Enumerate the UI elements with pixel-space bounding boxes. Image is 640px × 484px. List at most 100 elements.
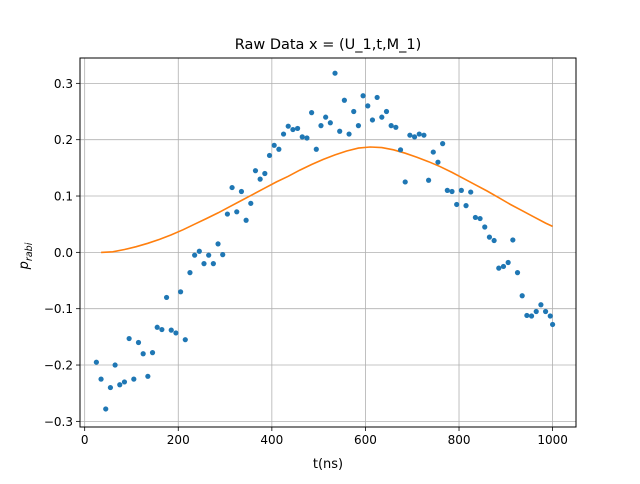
data-point <box>323 114 329 120</box>
data-point <box>238 188 245 195</box>
data-point <box>547 313 553 319</box>
data-point <box>505 259 511 266</box>
data-point <box>426 177 432 183</box>
data-point <box>93 359 99 365</box>
data-point <box>98 376 104 382</box>
data-point <box>145 373 151 379</box>
data-point <box>313 146 319 152</box>
data-point <box>435 159 441 165</box>
data-point <box>126 335 132 342</box>
data-point <box>159 326 165 333</box>
data-point <box>299 134 305 140</box>
y-tick-label: 0.1 <box>54 190 73 204</box>
data-point <box>112 362 118 368</box>
data-point <box>252 168 259 174</box>
data-point <box>538 302 544 308</box>
data-point <box>243 217 249 223</box>
data-point <box>257 176 263 182</box>
data-point <box>168 327 174 333</box>
data-point <box>290 126 296 133</box>
data-points-group <box>93 70 556 412</box>
data-point <box>103 406 109 412</box>
data-point <box>271 142 277 148</box>
fit-curve-group <box>101 146 553 254</box>
data-point <box>528 313 535 319</box>
data-point <box>341 97 347 103</box>
x-tick-label: 0 <box>81 433 89 447</box>
x-axis-ticks: 0 200 400 600 800 1000 <box>81 427 568 447</box>
data-point <box>154 324 160 330</box>
y-axis-label-base: p <box>17 261 32 270</box>
data-point <box>369 117 376 123</box>
data-point <box>463 203 469 209</box>
data-point <box>131 376 137 382</box>
data-point <box>229 184 235 191</box>
data-point <box>550 321 556 328</box>
data-point <box>163 294 170 301</box>
data-point <box>210 261 216 267</box>
data-point <box>276 146 282 152</box>
data-point <box>542 308 549 315</box>
data-point <box>365 103 371 109</box>
data-point <box>477 215 483 222</box>
data-point <box>220 252 226 258</box>
data-point <box>458 187 464 193</box>
data-point <box>285 123 291 129</box>
data-point <box>224 211 230 217</box>
data-point <box>337 128 343 134</box>
data-point <box>107 384 114 391</box>
data-point <box>248 200 254 206</box>
data-point <box>411 134 418 140</box>
data-point <box>500 263 507 270</box>
x-tick-label: 400 <box>260 433 283 447</box>
data-point <box>519 293 525 299</box>
data-point <box>332 70 338 76</box>
data-point <box>393 124 399 130</box>
data-point <box>421 132 427 138</box>
data-point <box>510 237 516 243</box>
data-point <box>407 132 413 138</box>
y-axis-ticks: −0.3 −0.2 −0.1 0.0 0.1 0.2 0.3 <box>44 77 80 429</box>
data-point <box>374 94 380 101</box>
data-point <box>266 152 273 159</box>
y-tick-label: −0.2 <box>44 359 73 373</box>
data-point <box>234 209 240 215</box>
grid-lines <box>80 58 576 427</box>
data-point <box>206 252 212 258</box>
data-point <box>454 201 460 208</box>
data-point <box>379 114 385 120</box>
chart-title: Raw Data x = (U_1,t,M_1) <box>235 37 422 53</box>
x-tick-label: 800 <box>448 433 471 447</box>
data-point <box>346 131 352 137</box>
data-point <box>440 141 446 147</box>
x-tick-label: 600 <box>354 433 377 447</box>
data-point <box>351 108 357 115</box>
data-point <box>514 270 521 276</box>
y-tick-label: −0.1 <box>44 302 73 316</box>
y-tick-label: 0.0 <box>54 246 73 260</box>
data-point <box>388 123 394 129</box>
data-point <box>215 241 221 247</box>
data-point <box>117 382 123 388</box>
data-point <box>486 234 493 240</box>
data-point <box>121 379 128 385</box>
data-point <box>318 123 324 129</box>
data-point <box>140 351 146 357</box>
data-point <box>294 125 301 132</box>
data-point <box>309 110 315 116</box>
data-point <box>449 188 455 195</box>
data-point <box>327 120 333 126</box>
data-point <box>533 308 539 315</box>
y-tick-label: 0.3 <box>54 77 73 91</box>
data-point <box>135 339 142 346</box>
data-point <box>201 261 207 267</box>
data-point <box>397 147 404 153</box>
y-tick-label: −0.3 <box>44 415 73 429</box>
data-point <box>280 131 287 137</box>
x-axis-label: t(ns) <box>313 457 343 472</box>
data-point <box>192 252 198 258</box>
y-tick-label: 0.2 <box>54 133 73 147</box>
data-point <box>416 131 422 137</box>
